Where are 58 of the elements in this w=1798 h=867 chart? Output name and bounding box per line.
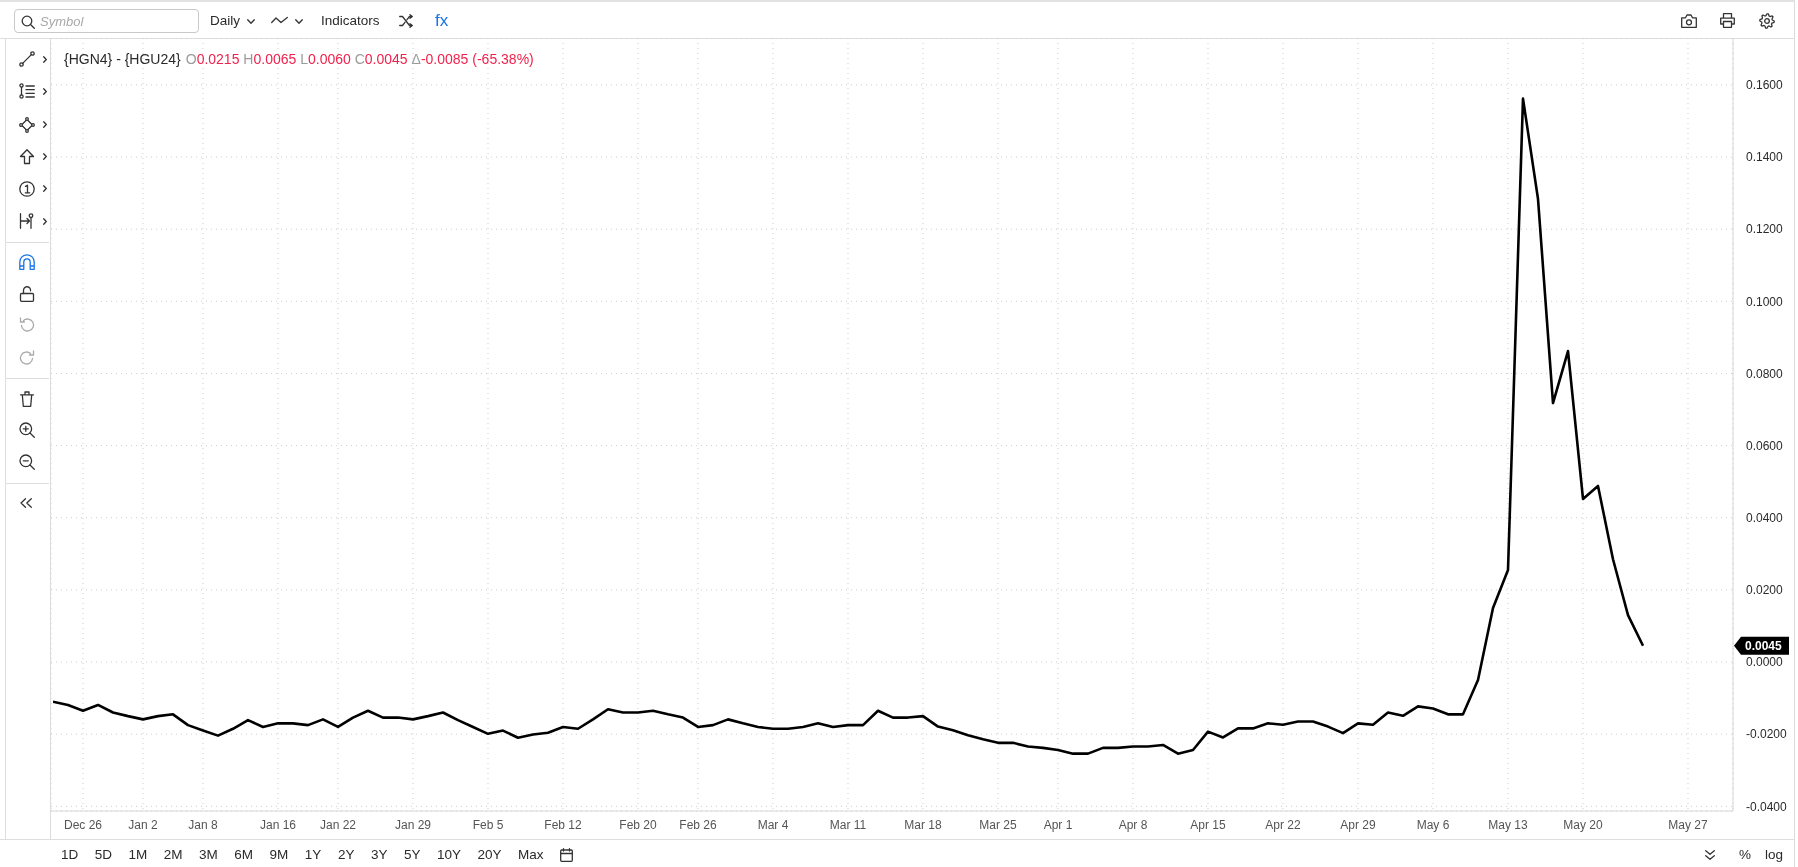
text: fx: [435, 11, 449, 30]
x-tick-label: May 6: [1416, 817, 1450, 832]
x-tick-label: Feb 20: [619, 817, 658, 832]
y-tick-label: 0.0800: [1746, 366, 1784, 381]
text: 9M: [269, 847, 289, 863]
text: 2Y: [337, 847, 355, 863]
text: 0.0045: [1745, 639, 1783, 654]
text: 1D: [61, 847, 79, 863]
y-tick-label: 0.1200: [1746, 222, 1784, 237]
text: 6M: [234, 847, 254, 863]
x-tick-label: Apr 22: [1265, 817, 1301, 832]
x-tick-label: Mar 25: [979, 817, 1017, 832]
text: log: [1765, 847, 1784, 863]
x-tick-label: Apr 15: [1190, 817, 1226, 832]
y-tick-label: 0.1400: [1746, 150, 1784, 165]
text: 2M: [163, 847, 183, 863]
search-field: Symbol: [14, 9, 199, 33]
text: 1M: [128, 847, 148, 863]
y-tick-label: -0.0400: [1746, 799, 1788, 814]
y-tick-label: 0.1000: [1746, 294, 1784, 309]
x-tick-label: Apr 8: [1118, 817, 1148, 832]
x-tick-label: May 20: [1563, 817, 1603, 832]
x-tick-label: May 13: [1488, 817, 1528, 832]
text: O0.0215 H0.0065 L0.0060 C0.0045 Δ-0.0085 (-65.38%): [185, 50, 534, 68]
text: 20Y: [477, 847, 502, 863]
x-tick-label: Jan 29: [394, 817, 432, 832]
x-tick-label: Feb 12: [544, 817, 583, 832]
x-tick-label: Jan 22: [319, 817, 357, 832]
text: 10Y: [436, 847, 461, 863]
y-tick-label: 0.0600: [1746, 438, 1784, 453]
x-tick-label: Jan 2: [128, 817, 158, 832]
x-tick-label: Dec 26: [63, 817, 103, 832]
text: 1Y: [304, 847, 322, 863]
x-tick-label: Jan 8: [188, 817, 218, 832]
y-tick-label: 0.0200: [1746, 583, 1784, 598]
x-tick-label: May 27: [1668, 817, 1708, 832]
y-tick-label: -0.0200: [1746, 727, 1788, 742]
text: Daily: [210, 13, 241, 29]
x-tick-label: Feb 26: [679, 817, 718, 832]
x-tick-label: Apr 1: [1043, 817, 1073, 832]
text: {HGN4} - {HGU24}: [64, 51, 181, 67]
x-tick-label: Mar 4: [757, 817, 789, 832]
text: Indicators: [321, 13, 380, 29]
text: 3Y: [370, 847, 388, 863]
x-tick-label: Mar 11: [829, 817, 867, 832]
x-tick-label: Apr 29: [1340, 817, 1376, 832]
text: 3M: [199, 847, 218, 863]
y-tick-label: 0.1600: [1746, 78, 1784, 93]
y-tick-label: 0.0400: [1746, 511, 1784, 525]
text: %: [1739, 847, 1752, 863]
text: 5D: [94, 847, 113, 863]
text: Max: [517, 847, 544, 863]
x-tick-label: Feb 5: [472, 817, 504, 832]
x-tick-label: Jan 16: [259, 817, 297, 832]
y-tick-label: 0.0000: [1746, 655, 1784, 670]
line-series: [53, 97, 1645, 755]
x-tick-label: Mar 18: [904, 817, 942, 832]
text: 5Y: [403, 847, 421, 863]
